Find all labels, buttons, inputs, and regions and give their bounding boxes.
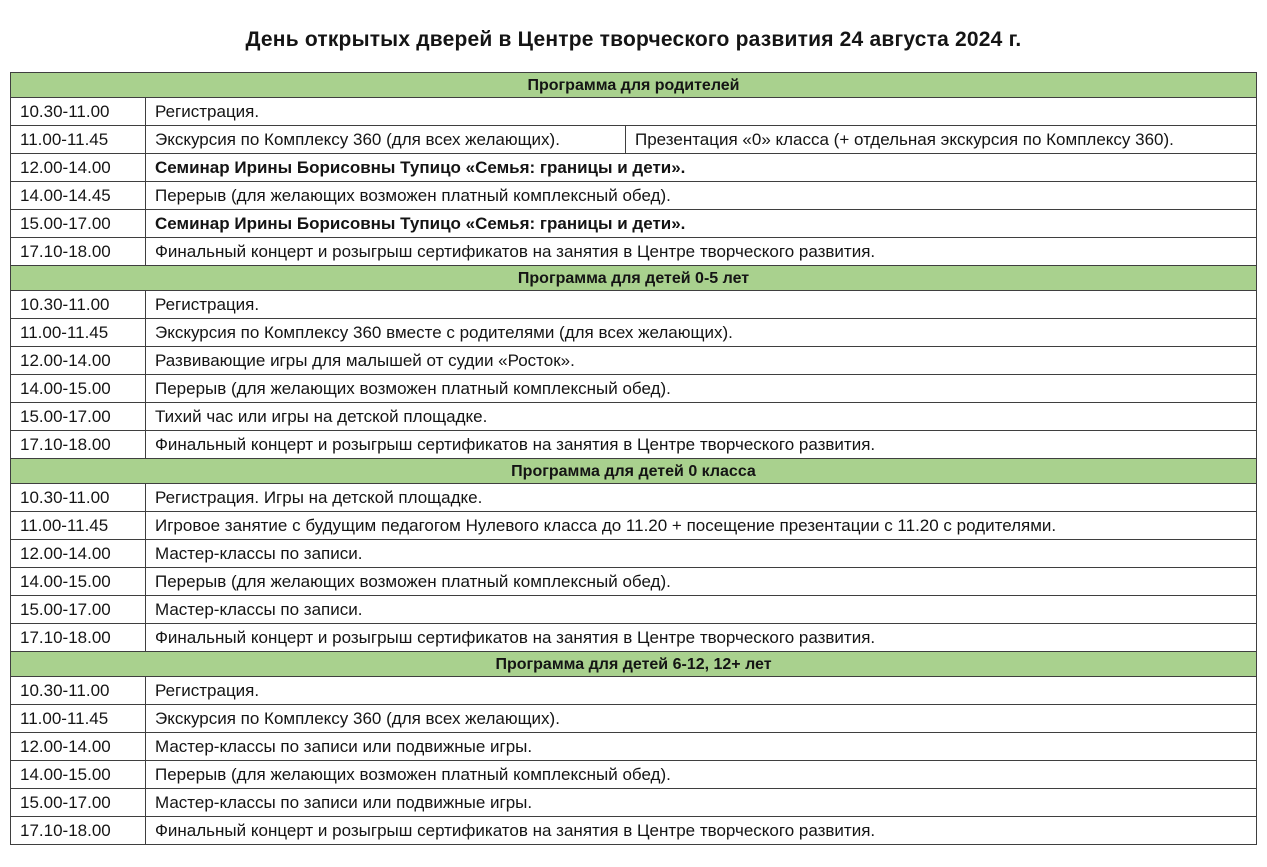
description-cell: Финальный концерт и розыгрыш сертификато… — [146, 431, 1257, 459]
table-row: 17.10-18.00 Финальный концерт и розыгрыш … — [11, 817, 1257, 845]
time-cell: 10.30-11.00 — [11, 484, 146, 512]
description-cell: Перерыв (для желающих возможен платный к… — [146, 375, 1257, 403]
time-cell: 11.00-11.45 — [11, 126, 146, 154]
description-cell: Семинар Ирины Борисовны Тупицо «Семья: г… — [146, 210, 1257, 238]
table-row: 12.00-14.00 Развивающие игры для малышей … — [11, 347, 1257, 375]
description-cell: Регистрация. Игры на детской площадке. — [146, 484, 1257, 512]
table-row: 12.00-14.00 Мастер-классы по записи или п… — [11, 733, 1257, 761]
table-row: 10.30-11.00 Регистрация. — [11, 677, 1257, 705]
section-header: Программа для детей 0-5 лет — [11, 266, 1257, 291]
table-row: 15.00-17.00 Тихий час или игры на детской… — [11, 403, 1257, 431]
time-cell: 17.10-18.00 — [11, 817, 146, 845]
table-row: 17.10-18.00 Финальный концерт и розыгрыш … — [11, 238, 1257, 266]
table-row: 12.00-14.00 Мастер-классы по записи. — [11, 540, 1257, 568]
description-cell: Финальный концерт и розыгрыш сертификато… — [146, 624, 1257, 652]
description-cell: Тихий час или игры на детской площадке. — [146, 403, 1257, 431]
time-cell: 14.00-14.45 — [11, 182, 146, 210]
description-cell: Мастер-классы по записи. — [146, 540, 1257, 568]
time-cell: 10.30-11.00 — [11, 677, 146, 705]
time-cell: 12.00-14.00 — [11, 540, 146, 568]
time-cell: 11.00-11.45 — [11, 705, 146, 733]
description-cell: Финальный концерт и розыгрыш сертификато… — [146, 238, 1257, 266]
time-cell: 10.30-11.00 — [11, 98, 146, 126]
time-cell: 15.00-17.00 — [11, 210, 146, 238]
description-cell: Экскурсия по Комплексу 360 (для всех жел… — [146, 705, 1257, 733]
time-cell: 14.00-15.00 — [11, 375, 146, 403]
description-cell: Регистрация. — [146, 98, 1257, 126]
time-cell: 15.00-17.00 — [11, 403, 146, 431]
description-cell: Игровое занятие с будущим педагогом Нуле… — [146, 512, 1257, 540]
table-row: 11.00-11.45 Игровое занятие с будущим пед… — [11, 512, 1257, 540]
time-cell: 14.00-15.00 — [11, 761, 146, 789]
table-row: 15.00-17.00 Мастер-классы по записи. — [11, 596, 1257, 624]
table-row: 14.00-15.00 Перерыв (для желающих возможе… — [11, 568, 1257, 596]
table-row: 11.00-11.45 Экскурсия по Комплексу 360 (д… — [11, 126, 1257, 154]
description-cell: Регистрация. — [146, 677, 1257, 705]
table-row: 14.00-15.00 Перерыв (для желающих возможе… — [11, 375, 1257, 403]
table-row: 14.00-14.45 Перерыв (для желающих возможе… — [11, 182, 1257, 210]
description-cell: Финальный концерт и розыгрыш сертификато… — [146, 817, 1257, 845]
table-row: 17.10-18.00 Финальный концерт и розыгрыш … — [11, 431, 1257, 459]
table-row: 10.30-11.00 Регистрация. — [11, 98, 1257, 126]
description-cell: Перерыв (для желающих возможен платный к… — [146, 182, 1257, 210]
time-cell: 15.00-17.00 — [11, 789, 146, 817]
description-cell: Презентация «0» класса (+ отдельная экск… — [626, 126, 1257, 154]
table-row: 10.30-11.00 Регистрация. — [11, 291, 1257, 319]
time-cell: 15.00-17.00 — [11, 596, 146, 624]
section-header: Программа для родителей — [11, 73, 1257, 98]
table-row: 10.30-11.00 Регистрация. Игры на детской … — [11, 484, 1257, 512]
description-cell: Перерыв (для желающих возможен платный к… — [146, 761, 1257, 789]
time-cell: 12.00-14.00 — [11, 154, 146, 182]
description-cell: Мастер-классы по записи или подвижные иг… — [146, 733, 1257, 761]
description-cell: Мастер-классы по записи или подвижные иг… — [146, 789, 1257, 817]
table-row: 14.00-15.00 Перерыв (для желающих возможе… — [11, 761, 1257, 789]
description-cell: Экскурсия по Комплексу 360 (для всех жел… — [146, 126, 626, 154]
time-cell: 14.00-15.00 — [11, 568, 146, 596]
description-cell: Экскурсия по Комплексу 360 вместе с роди… — [146, 319, 1257, 347]
time-cell: 12.00-14.00 — [11, 347, 146, 375]
time-cell: 11.00-11.45 — [11, 319, 146, 347]
time-cell: 10.30-11.00 — [11, 291, 146, 319]
table-row: 17.10-18.00 Финальный концерт и розыгрыш … — [11, 624, 1257, 652]
time-cell: 17.10-18.00 — [11, 238, 146, 266]
description-cell: Семинар Ирины Борисовны Тупицо «Семья: г… — [146, 154, 1257, 182]
table-row: 11.00-11.45 Экскурсия по Комплексу 360 вм… — [11, 319, 1257, 347]
time-cell: 12.00-14.00 — [11, 733, 146, 761]
page-title: День открытых дверей в Центре творческог… — [245, 28, 1022, 51]
description-cell: Регистрация. — [146, 291, 1257, 319]
description-cell: Развивающие игры для малышей от судии «Р… — [146, 347, 1257, 375]
table-row: 12.00-14.00 Семинар Ирины Борисовны Тупиц… — [11, 154, 1257, 182]
time-cell: 11.00-11.45 — [11, 512, 146, 540]
table-row: 15.00-17.00 Мастер-классы по записи или п… — [11, 789, 1257, 817]
time-cell: 17.10-18.00 — [11, 431, 146, 459]
section-header: Программа для детей 0 класса — [11, 459, 1257, 484]
description-cell: Мастер-классы по записи. — [146, 596, 1257, 624]
description-cell: Перерыв (для желающих возможен платный к… — [146, 568, 1257, 596]
section-header: Программа для детей 6-12, 12+ лет — [11, 652, 1257, 677]
schedule-table: Программа для родителей 10.30-11.00 Регист… — [10, 72, 1257, 845]
table-row: 11.00-11.45 Экскурсия по Комплексу 360 (д… — [11, 705, 1257, 733]
table-row: 15.00-17.00 Семинар Ирины Борисовны Тупиц… — [11, 210, 1257, 238]
time-cell: 17.10-18.00 — [11, 624, 146, 652]
